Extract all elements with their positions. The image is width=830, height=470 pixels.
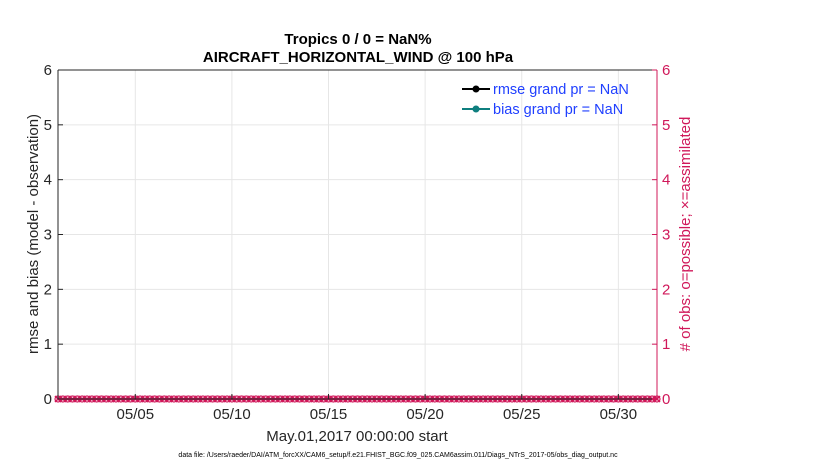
y-tick-label: 6 bbox=[44, 62, 52, 79]
y2-axis-label: # of obs: o=possible; ×=assimilated bbox=[677, 117, 694, 352]
y-tick-label: 4 bbox=[44, 172, 52, 189]
y2-tick-label: 6 bbox=[662, 62, 670, 79]
y-tick-label: 5 bbox=[44, 117, 52, 134]
legend-bias-label: bias grand pr = NaN bbox=[493, 102, 623, 118]
chart-subtitle: AIRCRAFT_HORIZONTAL_WIND @ 100 hPa bbox=[203, 49, 514, 66]
y2-tick-label: 0 bbox=[662, 391, 670, 408]
chart-title: Tropics 0 / 0 = NaN% bbox=[284, 31, 431, 48]
grid-lines bbox=[58, 70, 657, 399]
legend-rmse-label: rmse grand pr = NaN bbox=[493, 82, 629, 98]
x-tick-label: 05/25 bbox=[503, 406, 541, 423]
legend: rmse grand pr = NaN bias grand pr = NaN bbox=[462, 82, 629, 118]
x-tick-label: 05/20 bbox=[406, 406, 444, 423]
y2-tick-label: 2 bbox=[662, 281, 670, 298]
y-tick-label: 2 bbox=[44, 281, 52, 298]
y2-tick-label: 5 bbox=[662, 117, 670, 134]
x-tick-label: 05/05 bbox=[117, 406, 155, 423]
y2-tick-label: 1 bbox=[662, 336, 670, 353]
legend-bias-marker bbox=[472, 105, 480, 113]
y-tick-label: 0 bbox=[44, 391, 52, 408]
y2-axis-ticks: 0 1 2 3 4 5 6 bbox=[652, 62, 670, 408]
x-tick-label: 05/10 bbox=[213, 406, 251, 423]
y-axis-label: rmse and bias (model - observation) bbox=[25, 114, 42, 354]
x-axis-label: May.01,2017 00:00:00 start bbox=[266, 428, 448, 445]
y-tick-label: 3 bbox=[44, 227, 52, 244]
legend-rmse-marker bbox=[472, 85, 480, 93]
x-tick-label: 05/30 bbox=[600, 406, 638, 423]
y-tick-label: 1 bbox=[44, 336, 52, 353]
y-axis-ticks: 0 1 2 3 4 5 6 bbox=[44, 62, 63, 408]
y2-tick-label: 4 bbox=[662, 172, 670, 189]
x-tick-label: 05/15 bbox=[310, 406, 348, 423]
data-file-footer: data file: /Users/raeder/DAI/ATM_forcXX/… bbox=[178, 452, 618, 459]
y2-tick-label: 3 bbox=[662, 227, 670, 244]
x-axis-ticks: 05/05 05/10 05/15 05/20 05/25 05/30 bbox=[117, 394, 638, 423]
